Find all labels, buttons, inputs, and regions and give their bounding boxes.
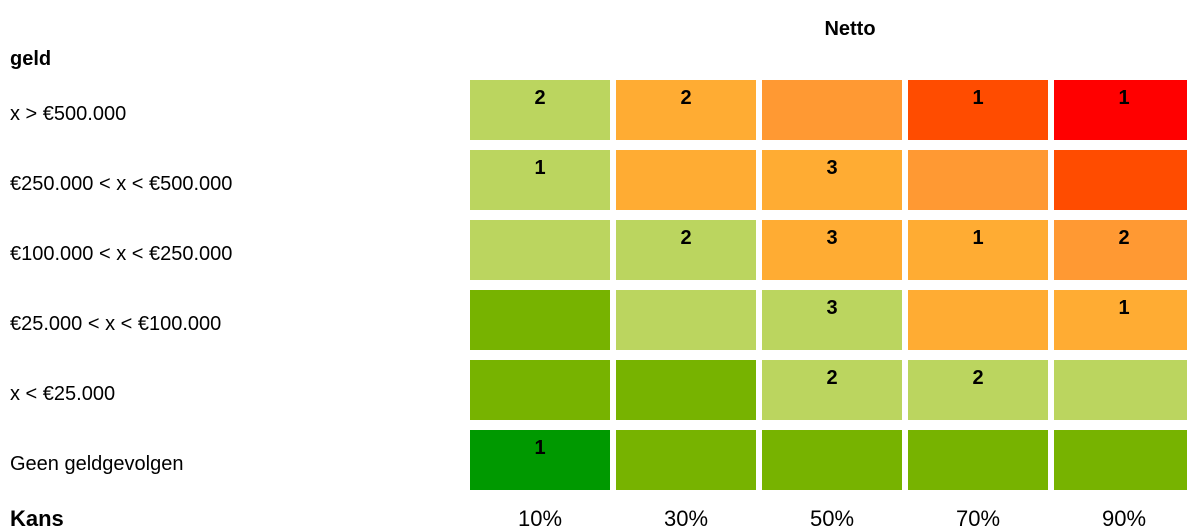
- cell-count: 3: [826, 227, 838, 249]
- cell-count: 2: [826, 367, 838, 389]
- heatmap-cell: 2: [762, 360, 902, 420]
- heatmap-cell: [908, 290, 1048, 350]
- cell-count: 3: [826, 297, 838, 319]
- heatmap-cell: [616, 150, 756, 210]
- cell-count: 3: [826, 157, 838, 179]
- row-label: €250.000 < x < €500.000: [10, 173, 233, 195]
- cell-count: 1: [534, 157, 546, 179]
- heatmap-cell: 1: [470, 430, 610, 490]
- cell-count: 2: [972, 367, 984, 389]
- cell-count: 2: [680, 87, 692, 109]
- heatmap-cell: 3: [762, 150, 902, 210]
- cell-count: 1: [1118, 297, 1130, 319]
- heatmap-cell: [762, 80, 902, 140]
- heatmap-cell: [470, 290, 610, 350]
- heatmap-cell: 2: [908, 360, 1048, 420]
- heatmap-cell: [908, 430, 1048, 490]
- cell-count: 1: [972, 87, 984, 109]
- heatmap-cell: 1: [1054, 290, 1187, 350]
- heatmap-cell: [1054, 150, 1187, 210]
- heatmap-cell: [1054, 360, 1187, 420]
- row-label: x < €25.000: [10, 383, 116, 405]
- heatmap-cell: [1054, 430, 1187, 490]
- heatmap-cell: [762, 430, 902, 490]
- row-label: €25.000 < x < €100.000: [10, 313, 222, 335]
- heatmap-cell: [616, 290, 756, 350]
- column-label: 70%: [955, 506, 1001, 531]
- heatmap-cell: 2: [1054, 220, 1187, 280]
- heatmap-cell: [470, 220, 610, 280]
- cell-count: 2: [534, 87, 546, 109]
- heatmap-cell: 2: [616, 80, 756, 140]
- heatmap-cell: 3: [762, 290, 902, 350]
- row-label: x > €500.000: [10, 103, 127, 125]
- heatmap-cell: 1: [908, 220, 1048, 280]
- heatmap-cell: 1: [470, 150, 610, 210]
- column-label: 30%: [663, 506, 709, 531]
- row-label: Geen geldgevolgen: [10, 453, 184, 475]
- heatmap-cell: 2: [470, 80, 610, 140]
- column-label: 90%: [1101, 506, 1147, 531]
- row-label: €100.000 < x < €250.000: [10, 243, 233, 265]
- cell-count: 1: [1118, 87, 1130, 109]
- cell-count: 1: [534, 437, 546, 459]
- heatmap-cell: [616, 360, 756, 420]
- x-axis-title: Kans: [10, 506, 64, 531]
- heatmap-cell: 1: [908, 80, 1048, 140]
- chart-title: Netto: [824, 18, 876, 40]
- cell-count: 2: [1118, 227, 1130, 249]
- y-axis-title: geld: [10, 48, 52, 70]
- cell-count: 2: [680, 227, 692, 249]
- column-label: 50%: [809, 506, 855, 531]
- cell-count: 1: [972, 227, 984, 249]
- heatmap-cell: [470, 360, 610, 420]
- heatmap-cell: 3: [762, 220, 902, 280]
- heatmap-cell: 1: [1054, 80, 1187, 140]
- heatmap-cell: 2: [616, 220, 756, 280]
- heatmap-cell: [616, 430, 756, 490]
- heatmap-cell: [908, 150, 1048, 210]
- column-label: 10%: [517, 506, 563, 531]
